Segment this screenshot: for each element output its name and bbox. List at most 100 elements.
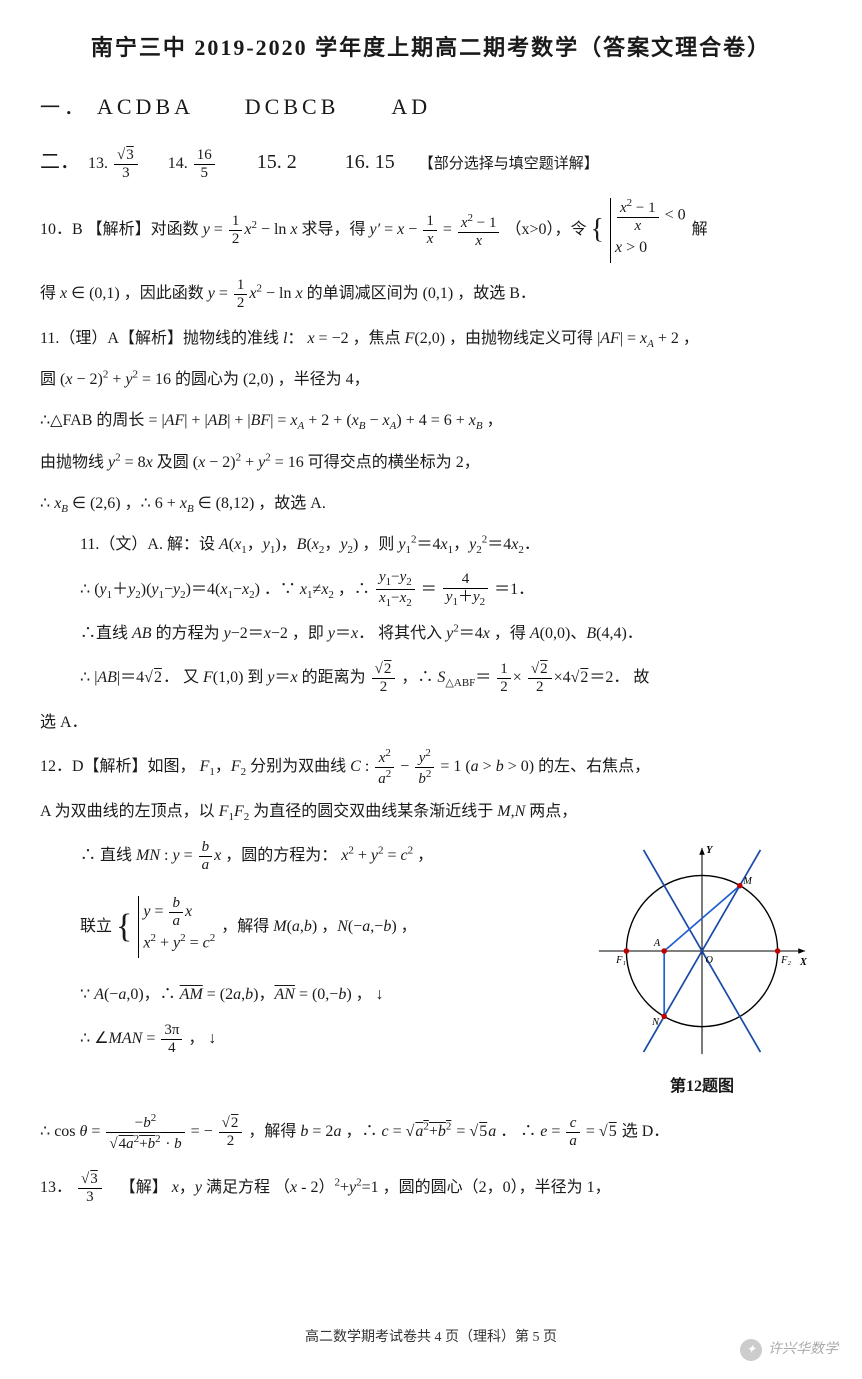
q12-l1: 12．D【解析】如图， F1，F2 分别为双曲线 C : x2a2 − y2b2… <box>40 746 822 788</box>
q10-l2d: ，故选 B． <box>457 285 536 302</box>
q11sci-l2a: 圆 <box>40 371 56 388</box>
q10-l2c: 的单调减区间为 <box>307 285 419 302</box>
q11art-l4c: 到 <box>247 669 263 686</box>
q13-l1d: ，圆的圆心（2，0），半径为 1， <box>383 1179 611 1196</box>
q11sci-l2b: 的圆心为 <box>175 371 239 388</box>
q12-l3a: ∴ 直线 <box>80 847 132 864</box>
q12-l5b: ， <box>356 986 372 1003</box>
svg-text:Y: Y <box>706 845 714 856</box>
q11sci-l4a: 由抛物线 <box>40 454 104 471</box>
q12-l4a: 联立 <box>80 918 112 935</box>
q11art-l3e: ，得 <box>494 625 526 642</box>
q11art-l3d: 将其代入 <box>378 625 442 642</box>
q13-l1c: 满足方程 <box>206 1179 270 1196</box>
wechat-icon: ✦ <box>740 1339 762 1361</box>
q12-diagram: F₁ F₂ A O M N X Y 第12题图 <box>582 841 822 1099</box>
svg-text:A: A <box>653 938 661 949</box>
q11sci-l5a: ，故选 A. <box>258 495 326 512</box>
q11art-l2b: ．∵ <box>264 581 296 598</box>
q12-l6a: ∴ <box>80 1030 90 1047</box>
q11sci-l2: 圆 (x − 2)2 + y2 = 16 的圆心为 (2,0) ，半径为 4， <box>40 362 822 397</box>
section2: 二． 13. √33 14. 165 15. 2 16. 15 【部分选择与填空… <box>40 136 822 188</box>
q11sci-l4c: 可得交点的横坐标为 2， <box>308 454 480 471</box>
q11art-l4f: 故 <box>633 669 649 686</box>
q12-l2c: 两点， <box>529 803 577 820</box>
q14-ans: 165 <box>194 148 215 181</box>
q11art-l4e: ，∴ <box>401 669 433 686</box>
watermark-text: 许兴华数学 <box>768 1339 838 1361</box>
q11sci-l1b: ，焦点 <box>353 330 401 347</box>
q12-l1c: 的左、右焦点， <box>538 758 650 775</box>
svg-text:F₁: F₁ <box>615 955 626 966</box>
q13-ans: √33 <box>114 148 138 181</box>
q12-l4b: ，解得 <box>221 918 269 935</box>
q11sci-l1: 11.（理）A【解析】抛物线的准线 l： x = −2 ，焦点 F(2,0) ，… <box>40 321 822 356</box>
section2-label: 二． <box>40 151 80 173</box>
svg-text:F₂: F₂ <box>780 955 791 966</box>
q12-l1b: 分别为双曲线 <box>250 758 346 775</box>
q14-num: 14. <box>168 155 188 172</box>
q12-diagram-label: 第12题图 <box>582 1074 822 1100</box>
q10-p4: 解 <box>692 221 708 238</box>
q11sci-l1a: 11.（理）A【解析】抛物线的准线 <box>40 330 279 347</box>
svg-text:N: N <box>651 1017 660 1028</box>
q11art-l4a: ∴ <box>80 669 90 686</box>
q12-l7c: ，∴ <box>345 1123 377 1140</box>
q12-l7: ∴ cos θ = −b2√4a2+b2 · b = − √22 ，解得 b =… <box>40 1111 822 1153</box>
q10-p1: 10．B 【解析】对函数 <box>40 221 199 238</box>
q11art-l2a: ∴ <box>80 581 90 598</box>
q16: 16. 15 <box>345 151 395 173</box>
q11sci-l4b: 及圆 <box>157 454 189 471</box>
page-title: 南宁三中 2019-2020 学年度上期高二期考数学（答案文理合卷） <box>40 30 822 65</box>
q11art-l2: ∴ (y1＋y2)(y1−y2)＝4(x1−x2) ．∵ x1≠x2 ，∴ y1… <box>80 569 822 611</box>
q11art-l1a: 11.（文）A. 解：设 <box>80 536 215 553</box>
q12-l7e: 选 D． <box>622 1123 670 1140</box>
q11art-l2c: ，∴ <box>338 581 370 598</box>
q11art-tail: 选 A． <box>40 705 822 740</box>
q11art-l3c: ，即 <box>292 625 324 642</box>
q12-l2: A 为双曲线的左顶点，以 F1F2 为直径的圆交双曲线某条渐近线于 M,N 两点… <box>40 794 822 829</box>
svg-text:X: X <box>799 957 808 968</box>
q11sci-l2c: ，半径为 4， <box>278 371 370 388</box>
q11art-l4b: 又 <box>183 669 199 686</box>
section2-note: 【部分选择与填空题详解】 <box>419 156 599 172</box>
section1: 一． ACDBA DCBCB AD <box>40 89 822 124</box>
svg-text:O: O <box>705 955 713 966</box>
q11sci-l5: ∴ xB ∈ (2,6) ，∴ 6 + xB ∈ (8,12) ，故选 A. <box>40 486 822 521</box>
q10-l2a: 得 <box>40 285 56 302</box>
svg-text:M: M <box>742 876 753 887</box>
q10-p2: 求导，得 <box>302 221 366 238</box>
q11sci-l4: 由抛物线 y2 = 8x 及圆 (x − 2)2 + y2 = 16 可得交点的… <box>40 445 822 480</box>
q12-l5a: ∵ <box>80 986 90 1003</box>
q10-p3: （x>0），令 <box>505 221 586 238</box>
q13-line: 13． √33 【解】 x，y 满足方程 （x - 2）2+y2=1 ，圆的圆心… <box>40 1167 822 1209</box>
q12-l7d: ∴ <box>520 1123 536 1140</box>
q11art-l1b: ，则 <box>362 536 394 553</box>
q11art-l1: 11.（文）A. 解：设 A(x1，y1)，B(x2，y2) ，则 y12＝4x… <box>80 527 822 562</box>
q13-num: 13. <box>88 155 108 172</box>
q13-l1a: 13． <box>40 1179 72 1196</box>
q12-l1a: 12．D【解析】如图， <box>40 758 196 775</box>
q11art-l3b: 的方程为 <box>156 625 220 642</box>
q12-l7a: ∴ <box>40 1123 50 1140</box>
q11sci-l1c: ，由抛物线定义可得 <box>449 330 593 347</box>
q10-line2: 得 x ∈ (0,1) ，因此函数 y = 12x2 − ln x 的单调减区间… <box>40 273 822 315</box>
q11sci-l3a: ∴△FAB 的周长 <box>40 412 144 429</box>
q11art-l4: ∴ |AB|＝4√2． 又 F(1,0) 到 y＝x 的距离为 √22 ，∴ S… <box>80 657 822 699</box>
q13-l1b: 【解】 <box>120 1179 168 1196</box>
section1-answers: ACDBA DCBCB AD <box>97 94 431 119</box>
q15: 15. 2 <box>257 151 297 173</box>
q11sci-l3: ∴△FAB 的周长 = |AF| + |AB| + |BF| = xA + 2 … <box>40 403 822 438</box>
q12-l7b: ，解得 <box>248 1123 296 1140</box>
q11art-l4d: 的距离为 <box>302 669 366 686</box>
q10-l2b: ，因此函数 <box>124 285 204 302</box>
q10-line1: 10．B 【解析】对函数 y = 12x2 − ln x 求导，得 y′ = x… <box>40 194 822 267</box>
q12-l2b: 为直径的圆交双曲线某条渐近线于 <box>253 803 493 820</box>
q12-diagram-svg: F₁ F₂ A O M N X Y <box>587 841 817 1061</box>
watermark: ✦ 许兴华数学 <box>740 1339 838 1361</box>
q12-l2a: A 为双曲线的左顶点，以 <box>40 803 215 820</box>
section1-label: 一． <box>40 97 88 119</box>
page-footer: 高二数学期考试卷共 4 页（理科）第 5 页 <box>0 1327 862 1349</box>
q12-l3b: ，圆的方程为： <box>225 847 337 864</box>
q11art-l3a: ∴直线 <box>80 625 128 642</box>
